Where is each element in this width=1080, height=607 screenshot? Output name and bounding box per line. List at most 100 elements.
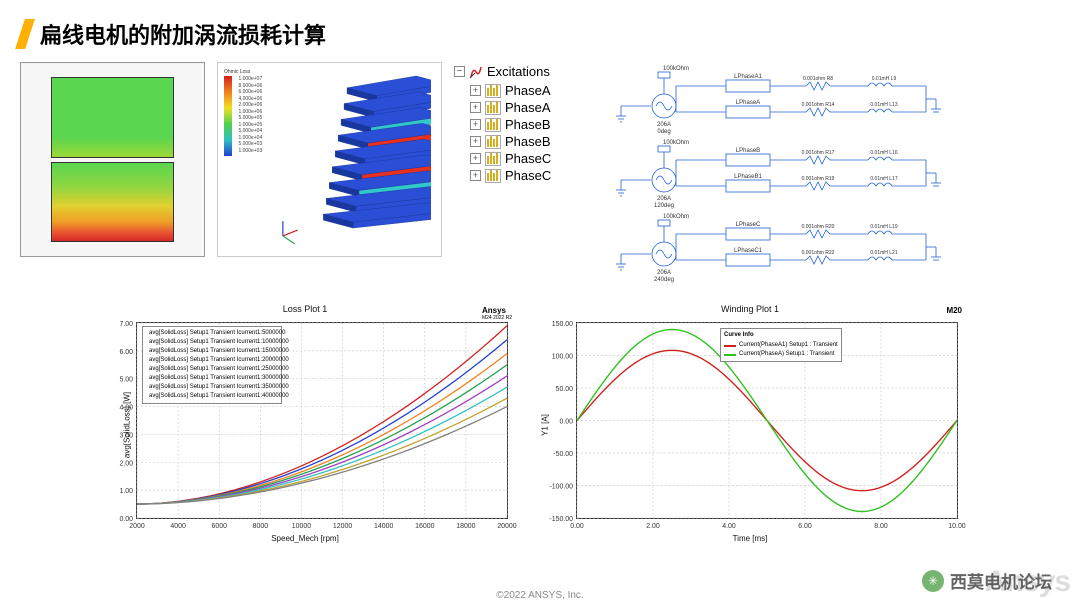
svg-text:100kOhm: 100kOhm	[663, 140, 689, 146]
legend-item: avg[SolidLoss] Setup1 Transient Icurrent…	[146, 338, 278, 347]
iso3d-panel: Ohmic Loss 1.000e+078.000e+066.000e+064.…	[217, 62, 442, 257]
svg-text:4000: 4000	[170, 523, 186, 530]
legend-item: Current(PhaseA) Setup1 : Transient	[724, 350, 838, 359]
svg-text:18000: 18000	[456, 523, 475, 530]
tree-item[interactable]: + PhaseC	[470, 151, 594, 166]
footer-copyright: ©2022 ANSYS, Inc.	[0, 590, 1080, 601]
winding-xlabel: Time [ms]	[733, 534, 768, 543]
tree-item[interactable]: + PhaseC	[470, 168, 594, 183]
svg-text:150.00: 150.00	[552, 321, 573, 328]
svg-text:0deg: 0deg	[657, 129, 670, 135]
svg-text:0.01mH L21: 0.01mH L21	[870, 250, 897, 256]
phase-icon	[485, 118, 501, 132]
svg-text:0.00: 0.00	[570, 523, 584, 530]
winding-ylabel: Y1 [A]	[540, 414, 549, 436]
excitations-tree[interactable]: − Excitations + PhaseA + PhaseA + PhaseB	[454, 62, 594, 292]
svg-text:0.00: 0.00	[119, 516, 133, 523]
expand-icon[interactable]: +	[470, 119, 481, 130]
svg-text:0.01mH L9: 0.01mH L9	[872, 76, 897, 82]
svg-text:-100.00: -100.00	[549, 483, 573, 490]
tree-item-label: PhaseC	[505, 151, 551, 166]
svg-text:0.001ohm R22: 0.001ohm R22	[802, 250, 835, 256]
expand-icon[interactable]: +	[470, 102, 481, 113]
svg-text:0.001ohm R17: 0.001ohm R17	[802, 150, 835, 156]
svg-text:206A: 206A	[657, 196, 671, 202]
heatmap-bottom	[51, 162, 174, 243]
legend-item: avg[SolidLoss] Setup1 Transient Icurrent…	[146, 365, 278, 374]
iso3d-legend: Ohmic Loss 1.000e+078.000e+066.000e+064.…	[224, 69, 272, 159]
circuit-panel: 100kOhm 206A0degLPhaseA10.001ohm R80.01m…	[606, 62, 946, 292]
svg-text:8.00: 8.00	[874, 523, 888, 530]
phase-icon	[485, 101, 501, 115]
svg-text:5.00: 5.00	[119, 377, 133, 384]
expand-icon[interactable]: +	[470, 153, 481, 164]
tree-item[interactable]: + PhaseB	[470, 117, 594, 132]
svg-text:206A: 206A	[657, 122, 671, 128]
svg-text:240deg: 240deg	[654, 277, 674, 283]
tree-item-label: PhaseA	[505, 100, 551, 115]
svg-text:6.00: 6.00	[119, 349, 133, 356]
svg-text:50.00: 50.00	[556, 386, 574, 393]
svg-text:12000: 12000	[333, 523, 352, 530]
tree-root-label: Excitations	[487, 64, 550, 79]
svg-text:0.001ohm R8: 0.001ohm R8	[803, 76, 833, 82]
phase-icon	[485, 84, 501, 98]
winding-chart: Winding Plot 1 M20 Y1 [A] Time [ms] 0.00…	[530, 302, 970, 547]
svg-text:LPhaseB1: LPhaseB1	[734, 174, 762, 180]
svg-text:100kOhm: 100kOhm	[663, 66, 689, 72]
svg-text:0.001ohm R19: 0.001ohm R19	[802, 176, 835, 182]
svg-text:LPhaseC: LPhaseC	[736, 222, 761, 228]
tree-item-label: PhaseB	[505, 134, 551, 149]
svg-text:3.00: 3.00	[119, 432, 133, 439]
heatmap-inner	[51, 77, 174, 242]
svg-text:120deg: 120deg	[654, 203, 674, 209]
svg-text:6000: 6000	[211, 523, 227, 530]
winding-legend: Curve InfoCurrent(PhaseA1) Setup1 : Tran…	[720, 328, 842, 362]
svg-text:0.01mH L13: 0.01mH L13	[870, 102, 897, 108]
svg-text:0.001ohm R20: 0.001ohm R20	[802, 224, 835, 230]
page-title: 扁线电机的附加涡流损耗计算	[40, 18, 326, 50]
svg-text:6.00: 6.00	[798, 523, 812, 530]
tree-root[interactable]: − Excitations	[454, 64, 594, 79]
svg-text:14000: 14000	[374, 523, 393, 530]
tree-item[interactable]: + PhaseA	[470, 83, 594, 98]
tree-item-label: PhaseA	[505, 83, 551, 98]
iso3d-model	[273, 73, 431, 246]
svg-text:10000: 10000	[292, 523, 311, 530]
svg-text:1.00: 1.00	[119, 488, 133, 495]
heatmap-panel	[20, 62, 205, 257]
expand-icon[interactable]: +	[470, 170, 481, 181]
collapse-icon[interactable]: −	[454, 66, 465, 77]
svg-text:LPhaseB: LPhaseB	[736, 148, 760, 154]
tree-item[interactable]: + PhaseA	[470, 100, 594, 115]
svg-text:0.01mH L19: 0.01mH L19	[870, 224, 897, 230]
expand-icon[interactable]: +	[470, 136, 481, 147]
svg-text:2.00: 2.00	[646, 523, 660, 530]
phase-icon	[485, 169, 501, 183]
svg-text:0.00: 0.00	[559, 418, 573, 425]
svg-text:20000: 20000	[497, 523, 516, 530]
heatmap-top	[51, 77, 174, 158]
forum-watermark: ✳ 西莫电机论坛	[922, 568, 1052, 593]
svg-text:LPhaseA1: LPhaseA1	[734, 74, 762, 80]
svg-text:4.00: 4.00	[119, 405, 133, 412]
iso3d-ticks: 1.000e+078.000e+066.000e+064.000e+062.00…	[238, 76, 262, 154]
watermark-text: 西莫电机论坛	[950, 568, 1052, 593]
loss-ylabel: avg[SolidLoss] [W]	[123, 391, 132, 457]
wechat-icon: ✳	[922, 570, 944, 592]
svg-text:LPhaseA: LPhaseA	[736, 100, 760, 106]
svg-text:4.00: 4.00	[722, 523, 736, 530]
legend-item: Current(PhaseA1) Setup1 : Transient	[724, 341, 838, 350]
expand-icon[interactable]: +	[470, 85, 481, 96]
svg-text:0.001ohm R14: 0.001ohm R14	[802, 102, 835, 108]
row-2: Loss Plot 1 Ansys M24 2022 R2 avg[SolidL…	[20, 302, 1060, 547]
iso3d-colorbar	[224, 76, 232, 156]
tree-item[interactable]: + PhaseB	[470, 134, 594, 149]
svg-text:0.01mH L17: 0.01mH L17	[870, 176, 897, 182]
svg-text:206A: 206A	[657, 270, 671, 276]
phase-icon	[485, 152, 501, 166]
legend-item: avg[SolidLoss] Setup1 Transient Icurrent…	[146, 392, 278, 401]
svg-text:16000: 16000	[415, 523, 434, 530]
svg-text:2.00: 2.00	[119, 460, 133, 467]
svg-text:100kOhm: 100kOhm	[663, 214, 689, 220]
